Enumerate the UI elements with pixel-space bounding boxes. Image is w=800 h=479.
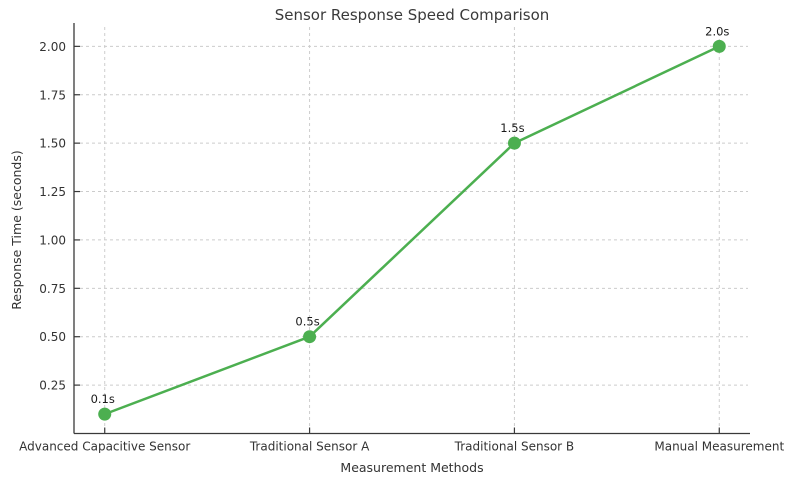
point-value-label: 0.1s (91, 392, 115, 406)
chart-title: Sensor Response Speed Comparison (275, 6, 550, 24)
y-tick-label: 0.50 (39, 330, 66, 344)
point-value-label: 2.0s (705, 24, 729, 38)
data-point-marker (712, 39, 726, 53)
response-time-line (103, 45, 721, 416)
x-tick-label: Advanced Capacitive Sensor (19, 440, 190, 454)
y-tick-label: 1.75 (39, 88, 66, 102)
data-point-marker (303, 330, 317, 344)
data-point-marker (507, 136, 521, 150)
x-tick-label: Traditional Sensor A (249, 440, 370, 454)
data-series (98, 39, 726, 421)
y-tick-label: 1.00 (39, 233, 66, 247)
x-tick-label: Traditional Sensor B (454, 440, 574, 454)
y-axis-label: Response Time (seconds) (9, 150, 24, 309)
point-value-label: 0.5s (295, 315, 319, 329)
gridlines (74, 27, 748, 434)
x-axis-label: Measurement Methods (340, 460, 483, 475)
y-tick-label: 0.25 (39, 379, 66, 393)
tick-labels: 0.25 0.50 0.75 1.00 1.25 1.50 1.75 2.00 Advanced… (19, 40, 784, 454)
data-labels: 0.1s 0.5s 1.5s 2.0s (91, 24, 730, 406)
axes (73, 23, 750, 435)
point-value-label: 1.5s (500, 121, 524, 135)
y-tick-label: 0.75 (39, 282, 66, 296)
y-tick-label: 2.00 (39, 40, 66, 54)
y-tick-label: 1.25 (39, 185, 66, 199)
data-point-marker (98, 407, 112, 421)
y-tick-label: 1.50 (39, 137, 66, 151)
x-tick-label: Manual Measurement (654, 440, 784, 454)
